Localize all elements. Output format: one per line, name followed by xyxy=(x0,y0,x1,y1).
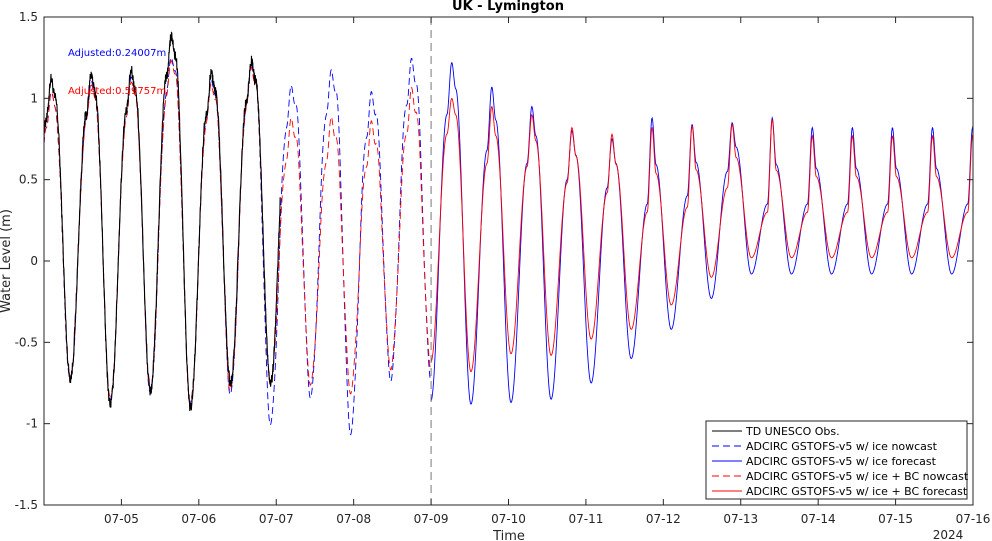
x-tick-label: 07-09 xyxy=(414,512,449,526)
x-axis-label: Time xyxy=(492,529,525,541)
legend-entry: ADCIRC GSTOFS-v5 w/ ice forecast xyxy=(746,455,937,468)
legend-entry: ADCIRC GSTOFS-v5 w/ ice + BC forecast xyxy=(746,485,968,498)
legend-box xyxy=(705,420,968,500)
legend-entry: TD UNESCO Obs. xyxy=(745,425,840,438)
y-tick-label: -1.5 xyxy=(15,498,38,512)
legend-entry: ADCIRC GSTOFS-v5 w/ ice nowcast xyxy=(746,440,938,453)
y-tick-label: 0.5 xyxy=(19,173,38,187)
x-tick-label: 07-11 xyxy=(568,512,603,526)
series-line-4 xyxy=(43,59,432,404)
series-lines xyxy=(43,31,974,436)
x-tick-label: 07-06 xyxy=(181,512,216,526)
y-tick-label: -0.5 xyxy=(15,335,38,349)
x-tick-label: 07-07 xyxy=(259,512,294,526)
x-tick-label: 07-12 xyxy=(646,512,681,526)
legend: TD UNESCO Obs. ADCIRC GSTOFS-v5 w/ ice no… xyxy=(705,420,969,500)
adjusted-annotation-red: Adjusted:0.59757m xyxy=(68,86,166,97)
y-tick-label: 1.5 xyxy=(19,10,38,24)
x-tick-label: 07-16 xyxy=(956,512,991,526)
series-line-5 xyxy=(430,97,974,373)
x-tick-label: 07-15 xyxy=(878,512,913,526)
axis-ticks: -1.5 -1 -0.5 0 0.5 1 1.5 07-05 07-06 07-07 07-08 07… xyxy=(15,10,991,526)
x-tick-label: 07-10 xyxy=(491,512,526,526)
year-label: 2024 xyxy=(933,528,964,541)
adjusted-annotation-blue: Adjusted:0.24007m xyxy=(68,48,166,59)
x-tick-label: 07-14 xyxy=(801,512,836,526)
x-tick-label: 07-13 xyxy=(723,512,758,526)
y-tick-label: 0 xyxy=(30,254,38,268)
legend-entry: ADCIRC GSTOFS-v5 w/ ice + BC nowcast xyxy=(746,470,969,483)
y-tick-label: 1 xyxy=(30,91,38,105)
chart-title: UK - Lymington xyxy=(452,0,564,14)
x-tick-label: 07-08 xyxy=(336,512,371,526)
x-tick-label: 07-05 xyxy=(104,512,139,526)
series-line-1 xyxy=(43,31,281,412)
y-tick-label: -1 xyxy=(26,417,38,431)
y-axis-label: Water Level (m) xyxy=(0,209,14,313)
